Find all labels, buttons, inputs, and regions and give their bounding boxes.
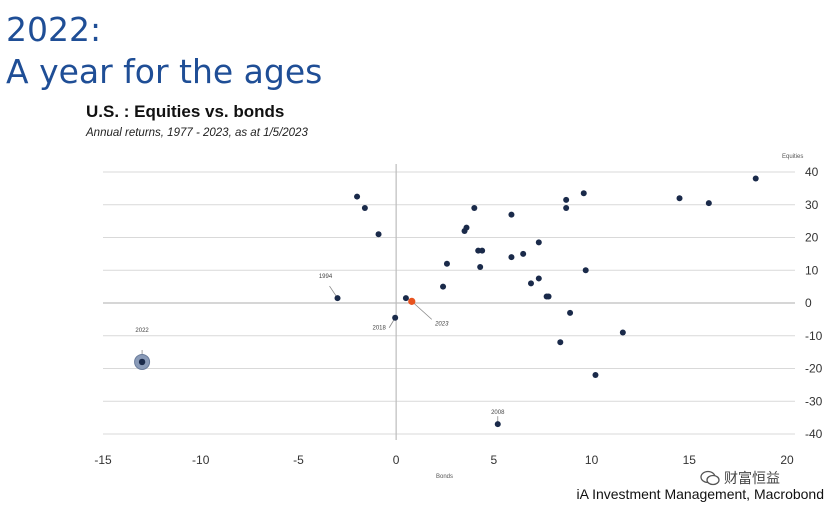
data-point bbox=[619, 329, 626, 336]
y-axis-label: Equities bbox=[782, 154, 803, 160]
data-point bbox=[375, 231, 382, 238]
data-point bbox=[520, 250, 527, 257]
annotations: 2022 1994 2018 2023 2008 bbox=[135, 274, 505, 425]
data-point-2022 bbox=[138, 358, 146, 366]
source-credit: iA Investment Management, Macrobond bbox=[576, 486, 824, 502]
data-point bbox=[479, 247, 486, 254]
watermark-text: 财富恒益 bbox=[724, 471, 780, 487]
x-tick-labels: -15 -10 -5 0 5 10 15 20 bbox=[94, 453, 794, 467]
gridlines bbox=[103, 171, 795, 435]
data-point bbox=[592, 372, 599, 379]
data-point bbox=[563, 205, 570, 212]
annotation-label: 2023 bbox=[434, 321, 449, 327]
data-point bbox=[527, 280, 534, 287]
data-point bbox=[545, 293, 552, 300]
x-tick-label: -15 bbox=[94, 453, 112, 467]
y-tick-label: -40 bbox=[805, 427, 823, 441]
data-point bbox=[361, 205, 368, 212]
watermark: 财富恒益 bbox=[700, 468, 780, 488]
data-point bbox=[508, 254, 515, 261]
data-point bbox=[440, 283, 447, 290]
annotation-label: 2018 bbox=[372, 326, 386, 332]
data-point bbox=[354, 193, 361, 200]
y-tick-label: -10 bbox=[805, 329, 823, 343]
x-tick-label: -5 bbox=[293, 453, 304, 467]
data-point bbox=[443, 260, 450, 267]
data-point-2023 bbox=[408, 297, 416, 305]
x-axis-label: Bonds bbox=[436, 474, 453, 480]
x-tick-label: 15 bbox=[683, 453, 697, 467]
slide-title-line-1: 2022: bbox=[6, 10, 102, 49]
annotation-label: 2022 bbox=[135, 328, 149, 334]
data-point bbox=[676, 195, 683, 202]
data-point bbox=[563, 196, 570, 203]
y-tick-label: 40 bbox=[805, 165, 819, 179]
y-tick-label: -30 bbox=[805, 394, 823, 408]
x-tick-label: 20 bbox=[780, 453, 794, 467]
x-tick-label: 5 bbox=[491, 453, 498, 467]
x-tick-label: 10 bbox=[585, 453, 599, 467]
data-point bbox=[535, 239, 542, 246]
y-tick-label: 20 bbox=[805, 231, 819, 245]
data-point bbox=[402, 295, 409, 302]
data-point bbox=[582, 267, 589, 274]
leader-line bbox=[411, 301, 433, 320]
data-point bbox=[477, 263, 484, 270]
data-point bbox=[508, 211, 515, 218]
y-tick-label: 0 bbox=[805, 296, 812, 310]
data-point bbox=[463, 224, 470, 231]
annotation-label: 2008 bbox=[491, 410, 505, 416]
data-point bbox=[392, 314, 399, 321]
annotation-label: 1994 bbox=[319, 274, 333, 280]
slide-title-line-2: A year for the ages bbox=[6, 52, 323, 91]
y-tick-label: -20 bbox=[805, 362, 823, 376]
data-point bbox=[580, 190, 587, 197]
x-tick-label: 0 bbox=[393, 453, 400, 467]
data-point bbox=[535, 275, 542, 282]
y-tick-label: 10 bbox=[805, 263, 819, 277]
wechat-icon bbox=[700, 470, 720, 486]
chart-title: U.S. : Equities vs. bonds bbox=[86, 102, 285, 121]
data-points bbox=[134, 175, 759, 428]
y-tick-labels: 40 30 20 10 0 -10 -20 -30 -40 bbox=[805, 165, 823, 441]
x-tick-label: -10 bbox=[192, 453, 210, 467]
axes bbox=[103, 164, 795, 440]
data-point bbox=[705, 200, 712, 207]
chart-subtitle: Annual returns, 1977 - 2023, as at 1/5/2… bbox=[86, 127, 308, 139]
data-point bbox=[557, 339, 564, 346]
data-point-2008 bbox=[494, 421, 501, 428]
data-point bbox=[567, 309, 574, 316]
data-point bbox=[471, 205, 478, 212]
data-point-1994 bbox=[334, 295, 341, 302]
data-point bbox=[752, 175, 759, 182]
y-tick-label: 30 bbox=[805, 198, 819, 212]
